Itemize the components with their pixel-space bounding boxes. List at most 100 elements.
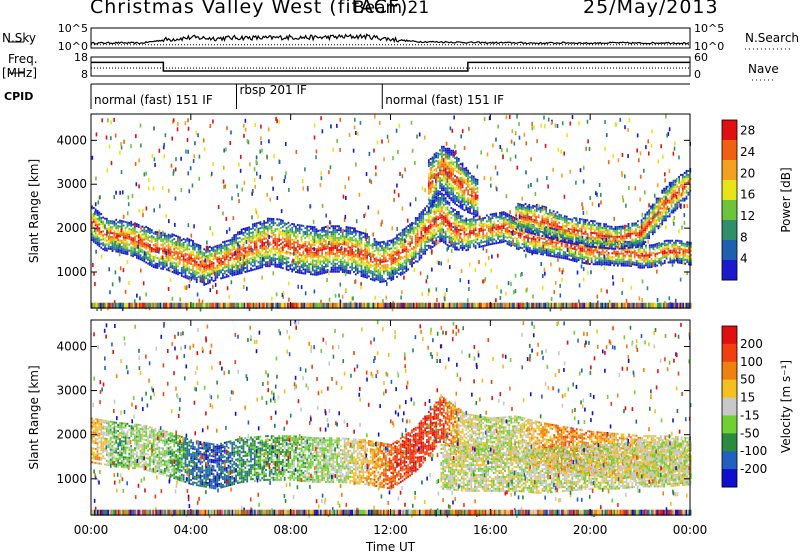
power-cell [287,245,290,248]
power-cell [568,248,571,251]
power-cell [280,232,282,235]
power-cell [538,242,541,245]
power-cell [622,254,625,257]
power-cell [177,271,179,274]
power-cell [530,241,533,244]
power-cell [495,228,498,231]
power-cell [678,239,681,242]
power-cell [407,230,410,233]
power-cell [246,258,249,261]
power-cell [91,217,93,220]
power-cell [594,247,597,250]
power-cell [289,224,292,227]
power-cell [238,232,241,235]
power-cell [257,227,260,230]
power-cell [149,259,151,262]
power-cell [399,265,402,268]
power-cell [280,221,282,224]
power-cell [272,253,275,256]
power-cell [134,234,136,237]
power-cell [311,261,314,264]
power-cell [397,237,400,240]
power-cell [437,235,440,238]
power-cell [173,251,176,254]
power-cell [240,264,243,267]
power-cell [150,264,153,267]
power-cell [658,248,660,251]
power-cell [177,241,179,244]
power-cell [257,239,260,242]
power-cell [285,252,288,255]
power-cell [397,268,400,271]
power-cell [412,254,415,257]
power-cell [442,203,445,206]
power-cell [420,238,423,241]
power-cell [675,241,677,244]
power-cell [195,251,198,254]
power-cell [641,258,644,261]
power-cell [433,184,436,187]
power-cell [310,245,312,248]
power-cell [193,278,196,281]
power-cell [173,238,176,241]
power-cell [251,256,254,259]
power-cell [431,184,434,187]
power-cell [448,169,451,172]
power-cell [126,223,129,226]
power-cell [448,191,451,194]
power-cell [538,240,541,243]
power-cell [427,227,430,230]
power-cell [422,215,425,218]
power-cell [251,227,254,230]
power-cell [429,205,432,208]
power-cell [514,236,516,239]
power-cell [461,244,464,247]
power-cell [341,266,344,269]
power-cell [186,265,189,268]
power-cell [448,239,451,242]
power-cell [178,238,181,241]
power-cell [416,236,419,239]
power-cell [330,268,333,271]
power-cell [186,243,189,246]
power-cell [407,254,410,257]
power-cell [223,276,226,279]
power-cell [287,239,290,242]
power-cell [197,271,200,274]
power-cell [450,232,453,235]
power-cell [652,248,655,251]
power-cell [324,263,327,266]
power-cell [237,251,239,254]
power-cell [412,226,415,229]
power-cell [321,254,324,257]
power-cell [173,244,176,247]
power-cell [91,231,93,234]
power-cell [508,216,511,219]
power-cell [469,211,471,214]
power-cell [184,270,187,273]
power-cell [397,266,400,269]
power-cell [285,238,288,241]
power-cell [113,234,116,237]
power-cell [324,245,327,248]
power-cell [310,253,312,256]
power-cell [435,207,438,210]
power-cell [336,245,339,248]
power-cell [167,245,170,248]
power-cell [188,238,191,241]
power-cell [175,250,178,253]
power-cell [412,230,415,233]
power-cell [289,254,292,257]
power-cell [628,260,631,263]
power-cell [444,177,447,180]
power-cell [227,261,230,264]
power-cell [467,240,470,243]
power-cell [448,225,451,228]
power-cell [195,243,198,246]
power-cell [319,262,322,265]
power-cell [281,237,284,240]
power-cell [255,234,258,237]
power-cell [470,222,473,225]
power-cell [208,263,211,266]
power-cell [259,223,262,226]
